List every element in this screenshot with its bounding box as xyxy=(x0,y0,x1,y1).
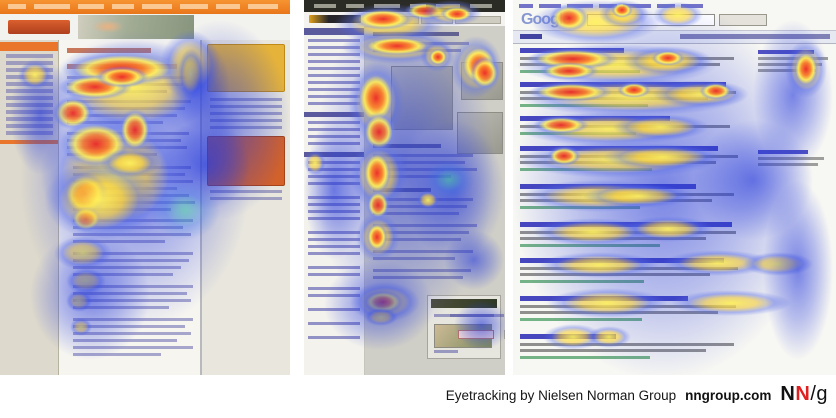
nng-logo-slash: / xyxy=(810,383,817,405)
heatmap-panel-corporate-page xyxy=(0,0,290,375)
p2-content-stage xyxy=(365,26,505,375)
p1-hero-image xyxy=(78,15,194,39)
nng-logo-g: g xyxy=(816,383,828,405)
p2-site-logo xyxy=(309,15,361,23)
p3-results-stats xyxy=(680,34,830,39)
p1-left-sidebar[interactable] xyxy=(0,40,59,375)
p2-media-box[interactable] xyxy=(427,295,505,359)
p1-top-navigation xyxy=(0,0,290,14)
caption-text: Eyetracking by Nielsen Norman Group xyxy=(445,388,677,403)
caption-site-url[interactable]: nngroup.com xyxy=(685,388,772,403)
p1-main-content xyxy=(59,40,200,375)
p1-site-logo xyxy=(8,20,70,34)
p3-tab-web[interactable] xyxy=(520,34,542,39)
nng-logo-n2: N xyxy=(795,383,811,405)
p2-media-strip xyxy=(431,299,497,308)
screenshot-corporate-page xyxy=(0,0,290,375)
p3-tab-row[interactable] xyxy=(513,30,836,44)
p2-buy-button[interactable] xyxy=(458,330,494,339)
figure-caption: Eyetracking by Nielsen Norman Group nngr… xyxy=(0,378,836,418)
p1-promo-rail[interactable] xyxy=(202,40,290,375)
heatmap-panel-search-results: Google xyxy=(513,0,836,375)
screenshot-product-page xyxy=(304,0,505,375)
p2-left-sidebar[interactable] xyxy=(304,26,365,375)
p2-top-navigation xyxy=(304,0,505,12)
p3-top-links[interactable] xyxy=(519,4,719,8)
p2-action-button[interactable] xyxy=(504,330,505,339)
p2-section-tabs[interactable] xyxy=(383,16,501,24)
p3-search-button[interactable] xyxy=(719,14,767,26)
nng-logo-n1: N xyxy=(780,383,796,405)
screenshot-google-serp: Google xyxy=(513,0,836,375)
google-logo: Google xyxy=(521,11,571,28)
heatmap-panel-product-page xyxy=(304,0,505,375)
nng-logo: NN/g xyxy=(780,384,828,404)
p3-search-input[interactable] xyxy=(587,14,715,26)
